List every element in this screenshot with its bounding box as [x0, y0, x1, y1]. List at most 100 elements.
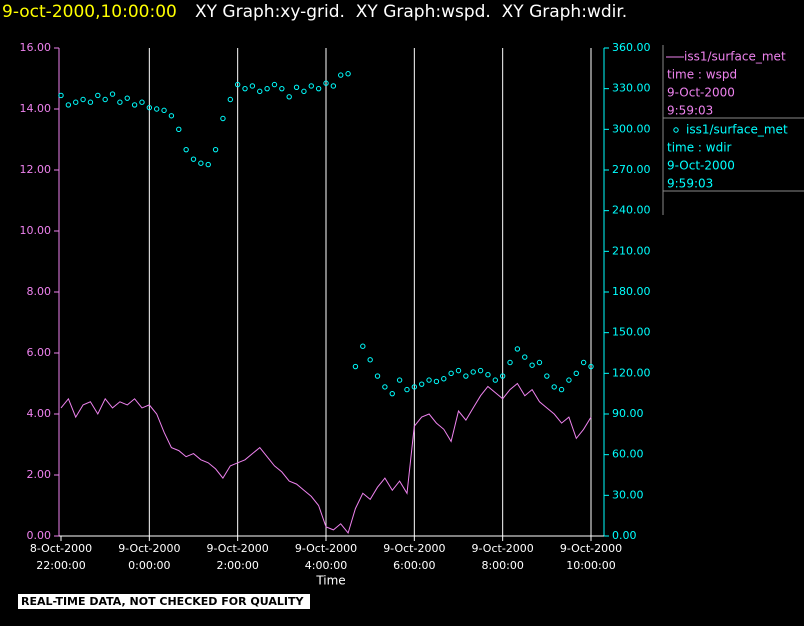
- series-point: [315, 85, 322, 92]
- x-tick-label: 0:00:00: [128, 559, 170, 572]
- series-point: [257, 88, 263, 95]
- y-tick-label: 10.00: [20, 224, 52, 237]
- series-point: [448, 370, 454, 377]
- series-point: [73, 99, 79, 105]
- series-point: [492, 377, 499, 383]
- y2-tick-label: 240.00: [612, 204, 651, 217]
- series-point: [124, 95, 130, 101]
- series-point: [507, 359, 513, 366]
- series-point: [102, 96, 108, 103]
- x-tick-label: 8-Oct-2000: [30, 542, 92, 555]
- series-point: [455, 367, 462, 374]
- series-point: [338, 72, 344, 78]
- y2-tick-label: 180.00: [612, 285, 651, 298]
- y-tick-label: 12.00: [20, 163, 52, 176]
- series-point: [536, 359, 543, 366]
- series-point: [396, 377, 403, 383]
- y-tick-label: 2.00: [27, 468, 52, 481]
- series-point: [558, 386, 565, 393]
- series-point: [183, 146, 189, 153]
- series-point: [463, 373, 469, 379]
- series-point: [176, 126, 182, 133]
- legend-date: 9-Oct-2000: [667, 159, 735, 173]
- series-point: [441, 376, 447, 382]
- series-point: [411, 384, 418, 390]
- series-point: [426, 377, 432, 383]
- series-point: [198, 160, 204, 166]
- series-point: [477, 367, 484, 374]
- note-box: [18, 594, 310, 609]
- series-point: [522, 354, 528, 360]
- series-point: [80, 96, 86, 103]
- series-point: [249, 83, 256, 89]
- x-axis-label: Time: [315, 574, 345, 588]
- series-point: [139, 99, 145, 105]
- series-point: [242, 85, 248, 92]
- chart-subtitle: XY Graph:xy-grid. XY Graph:wspd. XY Grap…: [195, 2, 627, 22]
- series-point: [153, 106, 160, 112]
- y-tick-label: 8.00: [27, 285, 52, 298]
- series-point: [264, 85, 270, 92]
- y2-tick-label: 60.00: [612, 448, 644, 461]
- x-tick-label: 8:00:00: [481, 559, 523, 572]
- y2-tick-label: 150.00: [612, 326, 651, 339]
- series-point: [433, 378, 440, 385]
- series-point: [374, 373, 381, 379]
- series-point: [330, 83, 337, 89]
- y2-tick-label: 330.00: [612, 82, 651, 95]
- y-tick-label: 16.00: [20, 41, 52, 54]
- x-tick-label: 9-Oct-2000: [383, 542, 445, 555]
- series-line: [60, 382, 592, 535]
- series-point: [234, 81, 241, 88]
- series-point: [131, 102, 138, 108]
- x-tick-label: 4:00:00: [305, 559, 347, 572]
- x-tick-label: 2:00:00: [216, 559, 258, 572]
- legend-variable: time : wspd: [667, 68, 737, 82]
- series-point: [301, 88, 307, 95]
- x-tick-label: 9-Oct-2000: [472, 542, 534, 555]
- series-point: [293, 84, 300, 91]
- series-point: [529, 362, 535, 368]
- series-point: [544, 373, 550, 379]
- y-tick-label: 4.00: [27, 407, 52, 420]
- series-point: [212, 146, 219, 153]
- series-point: [95, 92, 101, 99]
- series-point: [418, 381, 425, 387]
- legend-time: 9:59:03: [667, 177, 713, 191]
- series-point: [308, 83, 314, 89]
- series-point: [227, 96, 234, 103]
- series-point: [65, 102, 72, 108]
- y2-tick-label: 0.00: [612, 529, 637, 542]
- y-tick-label: 6.00: [27, 346, 52, 359]
- x-tick-label: 22:00:00: [36, 559, 85, 572]
- legend-name: iss1/surface_met: [686, 123, 788, 137]
- y2-tick-label: 270.00: [612, 163, 651, 176]
- series-point: [117, 99, 123, 105]
- series-point: [573, 370, 579, 377]
- series-point: [271, 81, 278, 88]
- legend-name: iss1/surface_met: [684, 50, 786, 64]
- series-point: [87, 99, 94, 105]
- series-point: [514, 346, 521, 352]
- series-point: [360, 343, 366, 349]
- y-tick-label: 0.00: [27, 529, 52, 542]
- x-tick-label: 9-Oct-2000: [207, 542, 269, 555]
- series-point: [470, 369, 476, 375]
- series-point: [485, 371, 491, 378]
- series-point: [566, 377, 572, 383]
- series-point: [345, 71, 351, 77]
- y2-tick-label: 360.00: [612, 41, 651, 54]
- series-point: [109, 91, 116, 97]
- series-point: [499, 373, 506, 379]
- x-tick-label: 9-Oct-2000: [295, 542, 357, 555]
- series-point: [588, 363, 594, 370]
- x-tick-label: 9-Oct-2000: [560, 542, 622, 555]
- series-point: [168, 113, 175, 119]
- legend-time: 9:59:03: [667, 104, 713, 118]
- series-point: [382, 384, 388, 390]
- y-tick-label: 14.00: [20, 102, 52, 115]
- series-point: [190, 156, 197, 162]
- series-point: [205, 161, 211, 168]
- series-point: [286, 94, 292, 100]
